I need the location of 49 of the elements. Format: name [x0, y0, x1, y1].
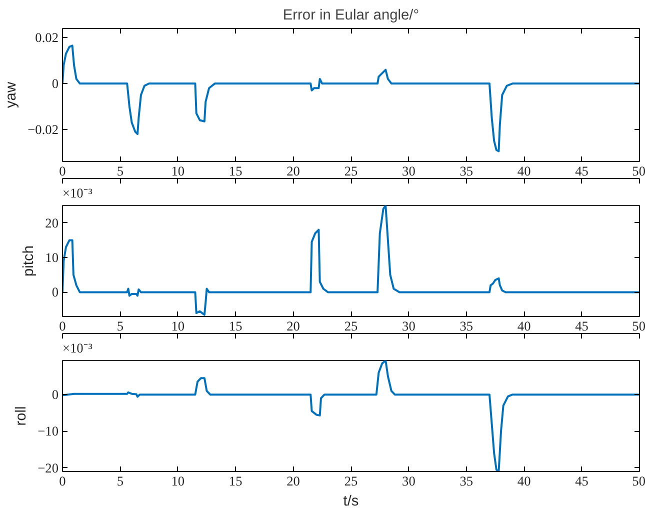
x-tick-label: 50 [632, 474, 645, 488]
y-tick-label: −10 [38, 424, 59, 439]
x-tick-label: 30 [402, 474, 416, 488]
line-series [62, 44, 640, 152]
y-tick-label: 10 [45, 250, 59, 266]
x-axis-title: t/s [343, 494, 359, 510]
x-tick-label: 10 [171, 318, 185, 334]
x-tick-label: 20 [286, 318, 300, 334]
x-tick-label: 15 [228, 164, 243, 178]
y-tick-label: 0.02 [35, 30, 59, 46]
line-series [62, 206, 640, 316]
x-tick-label: 35 [460, 318, 474, 334]
x-tick-label: 30 [402, 164, 416, 178]
chart-title: Error in Eular angle/° [282, 8, 420, 24]
y-tick-label: 0 [52, 76, 59, 92]
y-tick-label: 0 [52, 284, 59, 300]
text: ×10⁻³ [62, 186, 92, 200]
x-tick-label: 10 [171, 474, 185, 488]
text: ×10⁻³ [62, 340, 92, 356]
y-axis-title: yaw [4, 82, 20, 108]
x-tick-label: 25 [344, 164, 358, 178]
y-axis-title: pitch [21, 246, 38, 276]
x-tick-label: 15 [228, 318, 243, 334]
x-tick-label: 5 [116, 474, 124, 488]
line-series [62, 360, 640, 472]
x-tick-label: 10 [171, 164, 185, 178]
x-tick-label: 30 [402, 318, 416, 334]
x-tick-label: 45 [575, 318, 589, 334]
x-tick-label: 15 [228, 474, 243, 488]
x-tick-label: 50 [632, 164, 645, 178]
x-tick-label: 50 [632, 318, 645, 334]
x-tick-label: 20 [286, 474, 300, 488]
x-tick-label: 40 [517, 318, 532, 334]
x-tick-label: 5 [116, 164, 124, 178]
x-tick-label: 25 [344, 474, 358, 488]
y-axis-title: roll [14, 406, 30, 426]
y-tick-label: −0.02 [28, 122, 59, 137]
y-tick-label: 20 [45, 215, 59, 230]
y-tick-label: −20 [38, 460, 59, 476]
x-tick-label: 40 [517, 474, 532, 488]
x-tick-label: 40 [517, 164, 532, 178]
x-tick-label: 20 [286, 164, 300, 178]
x-tick-label: 35 [460, 164, 474, 178]
x-tick-label: 5 [116, 318, 124, 334]
x-tick-label: 35 [460, 474, 474, 488]
x-tick-label: 25 [344, 318, 358, 334]
x-tick-label: 45 [575, 164, 589, 178]
y-tick-label: 0 [52, 387, 59, 402]
x-tick-label: 45 [575, 474, 589, 488]
